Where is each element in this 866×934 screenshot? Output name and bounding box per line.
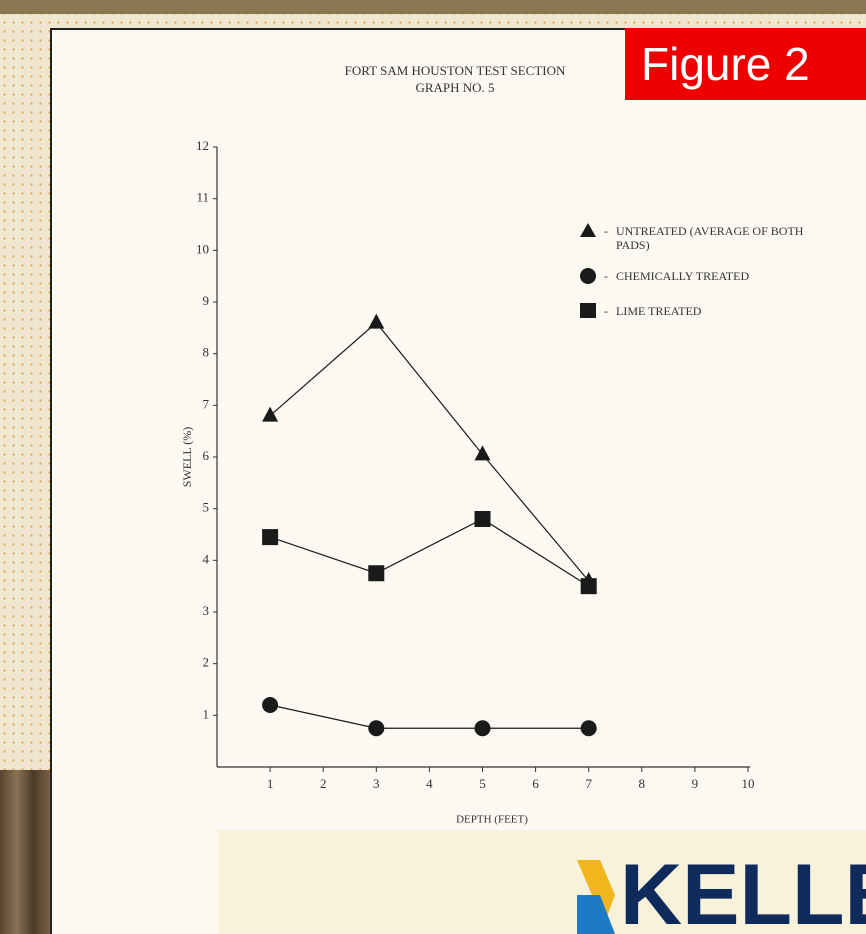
x-tick-label: 1 [267,776,274,791]
y-tick-label: 12 [196,138,209,153]
legend-label: UNTREATED (AVERAGE OF BOTH PADS) [616,224,831,252]
y-tick-label: 9 [203,293,210,308]
marker-circle [262,697,278,713]
legend-circle [580,268,596,284]
x-tick-label: 5 [479,776,486,791]
y-tick-label: 8 [203,345,210,360]
legend-swatch [578,301,598,321]
marker-square [581,578,597,594]
chart: FORT SAM HOUSTON TEST SECTION GRAPH NO. … [0,0,866,934]
x-tick-label: 8 [639,776,646,791]
y-axis-label: SWELL (%) [180,427,194,488]
y-tick-label: 2 [203,655,210,670]
figure-label: Figure 2 [625,28,866,100]
x-tick-label: 2 [320,776,327,791]
marker-circle [368,720,384,736]
x-tick-label: 6 [532,776,539,791]
legend-swatch [578,221,598,241]
marker-square [475,511,491,527]
y-tick-label: 7 [203,396,210,411]
legend-triangle [580,223,596,237]
x-axis-label: DEPTH (FEET) [456,814,528,826]
chart-subtitle: GRAPH NO. 5 [415,80,494,95]
series-line [270,705,589,728]
y-tick-label: 10 [196,241,209,256]
x-tick-label: 7 [585,776,592,791]
marker-circle [475,720,491,736]
marker-square [368,565,384,581]
y-tick-label: 6 [203,448,210,463]
legend-dash: - [604,269,608,284]
x-tick-label: 9 [692,776,699,791]
y-tick-label: 3 [203,603,210,618]
legend-label: CHEMICALLY TREATED [616,269,866,284]
legend-label: LIME TREATED [616,304,866,319]
y-tick-label: 4 [203,551,210,566]
marker-square [262,529,278,545]
legend-swatch [578,266,598,286]
legend-dash: - [604,304,608,319]
x-tick-label: 10 [742,776,755,791]
y-tick-label: 1 [203,706,210,721]
y-tick-label: 11 [196,190,209,205]
marker-triangle [262,407,278,422]
y-tick-label: 5 [203,500,210,515]
series-line [270,323,589,581]
chart-title: FORT SAM HOUSTON TEST SECTION [345,63,566,78]
slide: FORT SAM HOUSTON TEST SECTION GRAPH NO. … [0,0,866,934]
x-tick-label: 4 [426,776,433,791]
x-tick-label: 3 [373,776,380,791]
marker-circle [581,720,597,736]
legend-square [580,303,596,318]
marker-triangle [368,314,384,329]
series-line [270,519,589,586]
logo: KELLE [620,852,866,934]
legend-dash: - [604,224,608,239]
